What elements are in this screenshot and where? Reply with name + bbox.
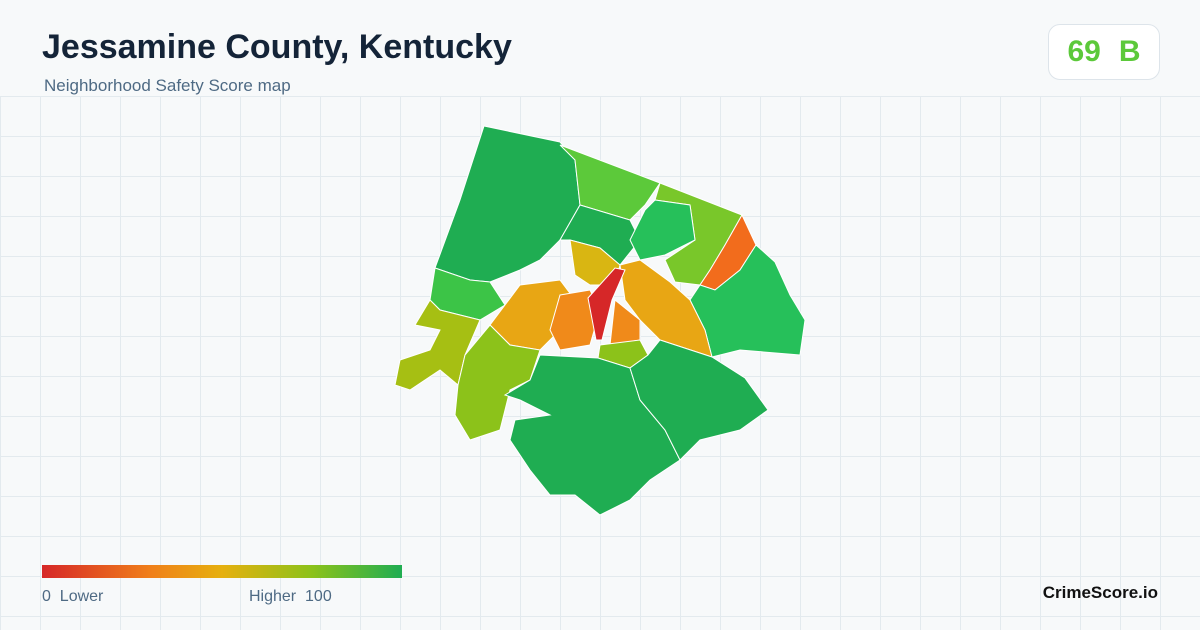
region	[394, 299, 481, 391]
legend-min-value: 0	[42, 588, 51, 605]
legend-bar	[42, 565, 402, 578]
score-badge: 69 B	[1048, 24, 1160, 80]
legend-min: 0 Lower	[42, 588, 103, 606]
legend-min-label: Lower	[59, 588, 104, 605]
legend-max-label: Higher	[249, 588, 297, 605]
region	[629, 339, 769, 461]
header: Jessamine County, Kentucky Neighborhood …	[0, 0, 1200, 96]
region	[549, 289, 601, 351]
title: Jessamine County, Kentucky	[42, 28, 512, 66]
score-grade: B	[1118, 35, 1141, 68]
legend-max: Higher 100	[249, 588, 332, 606]
region	[454, 324, 541, 441]
region	[619, 259, 713, 358]
subtitle: Neighborhood Safety Score map	[44, 76, 291, 95]
brand: CrimeScore.io	[1042, 583, 1158, 602]
legend-max-value: 100	[305, 588, 332, 605]
score-value: 69	[1067, 35, 1101, 68]
region	[629, 199, 696, 261]
region	[434, 125, 581, 283]
region	[587, 267, 626, 341]
